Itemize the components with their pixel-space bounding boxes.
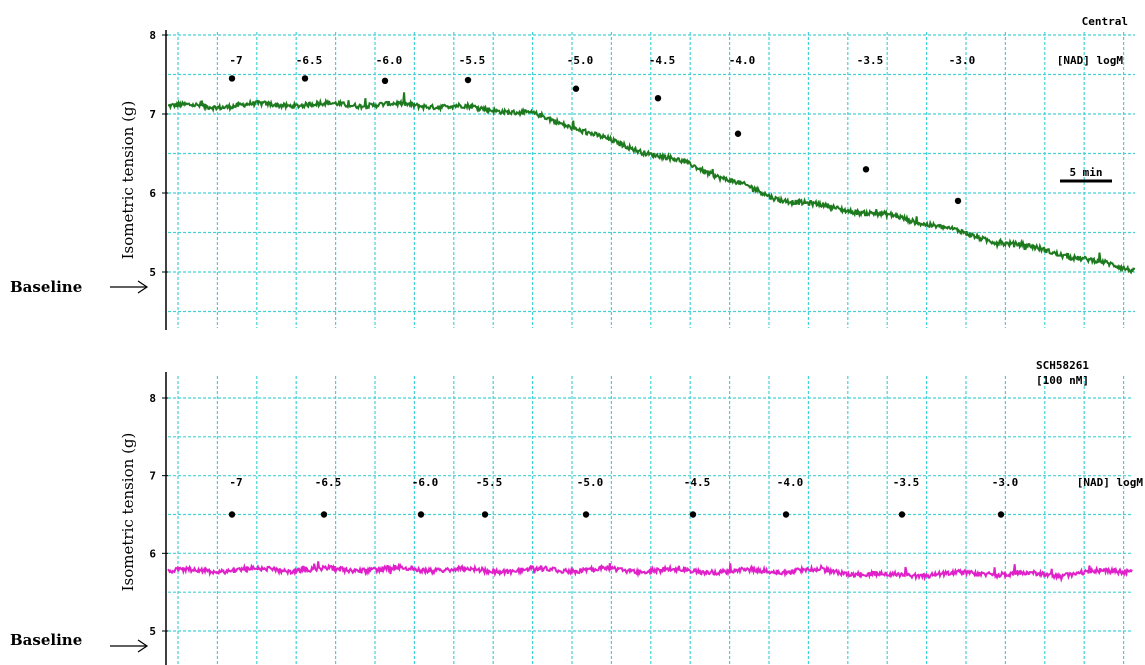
dose-dot (734, 130, 742, 137)
dose-label: -6.0 (376, 54, 403, 67)
dose-label: -6.5 (315, 476, 342, 489)
y-ticks-top: 5 6 7 8 (149, 29, 168, 279)
dose-markers-bottom: -7 -6.5 -6.0 -5.5 -5.0 -4.5 -4.0 -3.5 -3.0 (228, 476, 1019, 518)
dose-dot (481, 511, 489, 518)
dose-dot (464, 76, 472, 84)
dose-label: -6.5 (296, 54, 323, 67)
baseline-arrow-bottom (110, 639, 149, 653)
dose-dot (228, 511, 236, 518)
y-tick-label: 7 (149, 108, 156, 121)
dose-dot (954, 197, 962, 205)
y-tick-label: 6 (149, 187, 156, 200)
baseline-arrow-top (110, 280, 149, 294)
y-tick-label: 8 (149, 29, 156, 42)
dose-label: -5.0 (567, 54, 594, 67)
dose-dot (898, 511, 906, 518)
panel-title-bottom-line2: [100 nM] (1036, 374, 1089, 387)
dose-dot (782, 511, 790, 518)
unit-label-bottom: [NAD] logM (1077, 476, 1144, 489)
baseline-label-bottom: Baseline (10, 631, 82, 649)
panel-sch58261: 5 6 7 8 Isometric tension (g) SCH58261 [100… (10, 359, 1143, 665)
dose-dot (862, 166, 870, 173)
dose-label: -5.0 (577, 476, 604, 489)
panel-title-top: Central (1082, 15, 1128, 28)
dose-label: -6.0 (412, 476, 439, 489)
dose-label: -4.5 (684, 476, 711, 489)
dose-dot (572, 85, 580, 92)
y-tick-label: 5 (149, 266, 156, 279)
dose-label: -3.5 (893, 476, 920, 489)
dose-label: -4.5 (649, 54, 676, 67)
scale-bar-label: 5 min (1069, 166, 1102, 179)
trace-sch58261 (167, 561, 1133, 583)
panel-central: 5 6 7 8 Isometric tension (g) Central [NAD]… (10, 15, 1136, 330)
y-tick-label: 5 (149, 625, 156, 638)
grid-top (168, 32, 1135, 328)
trace-central (168, 92, 1136, 275)
dose-label: -3.5 (857, 54, 884, 67)
dose-dot (997, 511, 1005, 518)
dose-dot (320, 511, 328, 518)
dose-label: -3.0 (949, 54, 976, 67)
dose-label: -3.0 (992, 476, 1019, 489)
dose-dot (654, 95, 662, 102)
dose-label: -4.0 (777, 476, 804, 489)
panel-title-bottom-line1: SCH58261 (1036, 359, 1089, 372)
y-axis-label-top: Isometric tension (g) (119, 101, 137, 260)
y-axis-label-bottom: Isometric tension (g) (119, 433, 137, 592)
dose-dot (582, 511, 590, 518)
dose-label: -4.0 (729, 54, 756, 67)
dose-dot (228, 75, 236, 82)
dose-label: -7 (229, 476, 242, 489)
dose-dot (689, 511, 697, 518)
y-tick-label: 6 (149, 547, 156, 560)
dose-label: -5.5 (476, 476, 503, 489)
dose-dot (301, 75, 309, 82)
y-tick-label: 8 (149, 392, 156, 405)
grid-bottom (168, 376, 1132, 665)
dose-label: -7 (229, 54, 242, 67)
y-ticks-bottom: 5 6 7 8 (149, 392, 168, 638)
y-tick-label: 7 (149, 470, 156, 483)
dose-markers-top: -7 -6.5 -6.0 -5.5 -5.0 -4.5 -4.0 -3.5 -3.0 (228, 54, 976, 205)
dose-dot (417, 511, 425, 518)
dose-dot (381, 77, 389, 85)
baseline-label-top: Baseline (10, 278, 82, 296)
unit-label-top: [NAD] logM (1057, 54, 1124, 67)
dose-label: -5.5 (459, 54, 486, 67)
